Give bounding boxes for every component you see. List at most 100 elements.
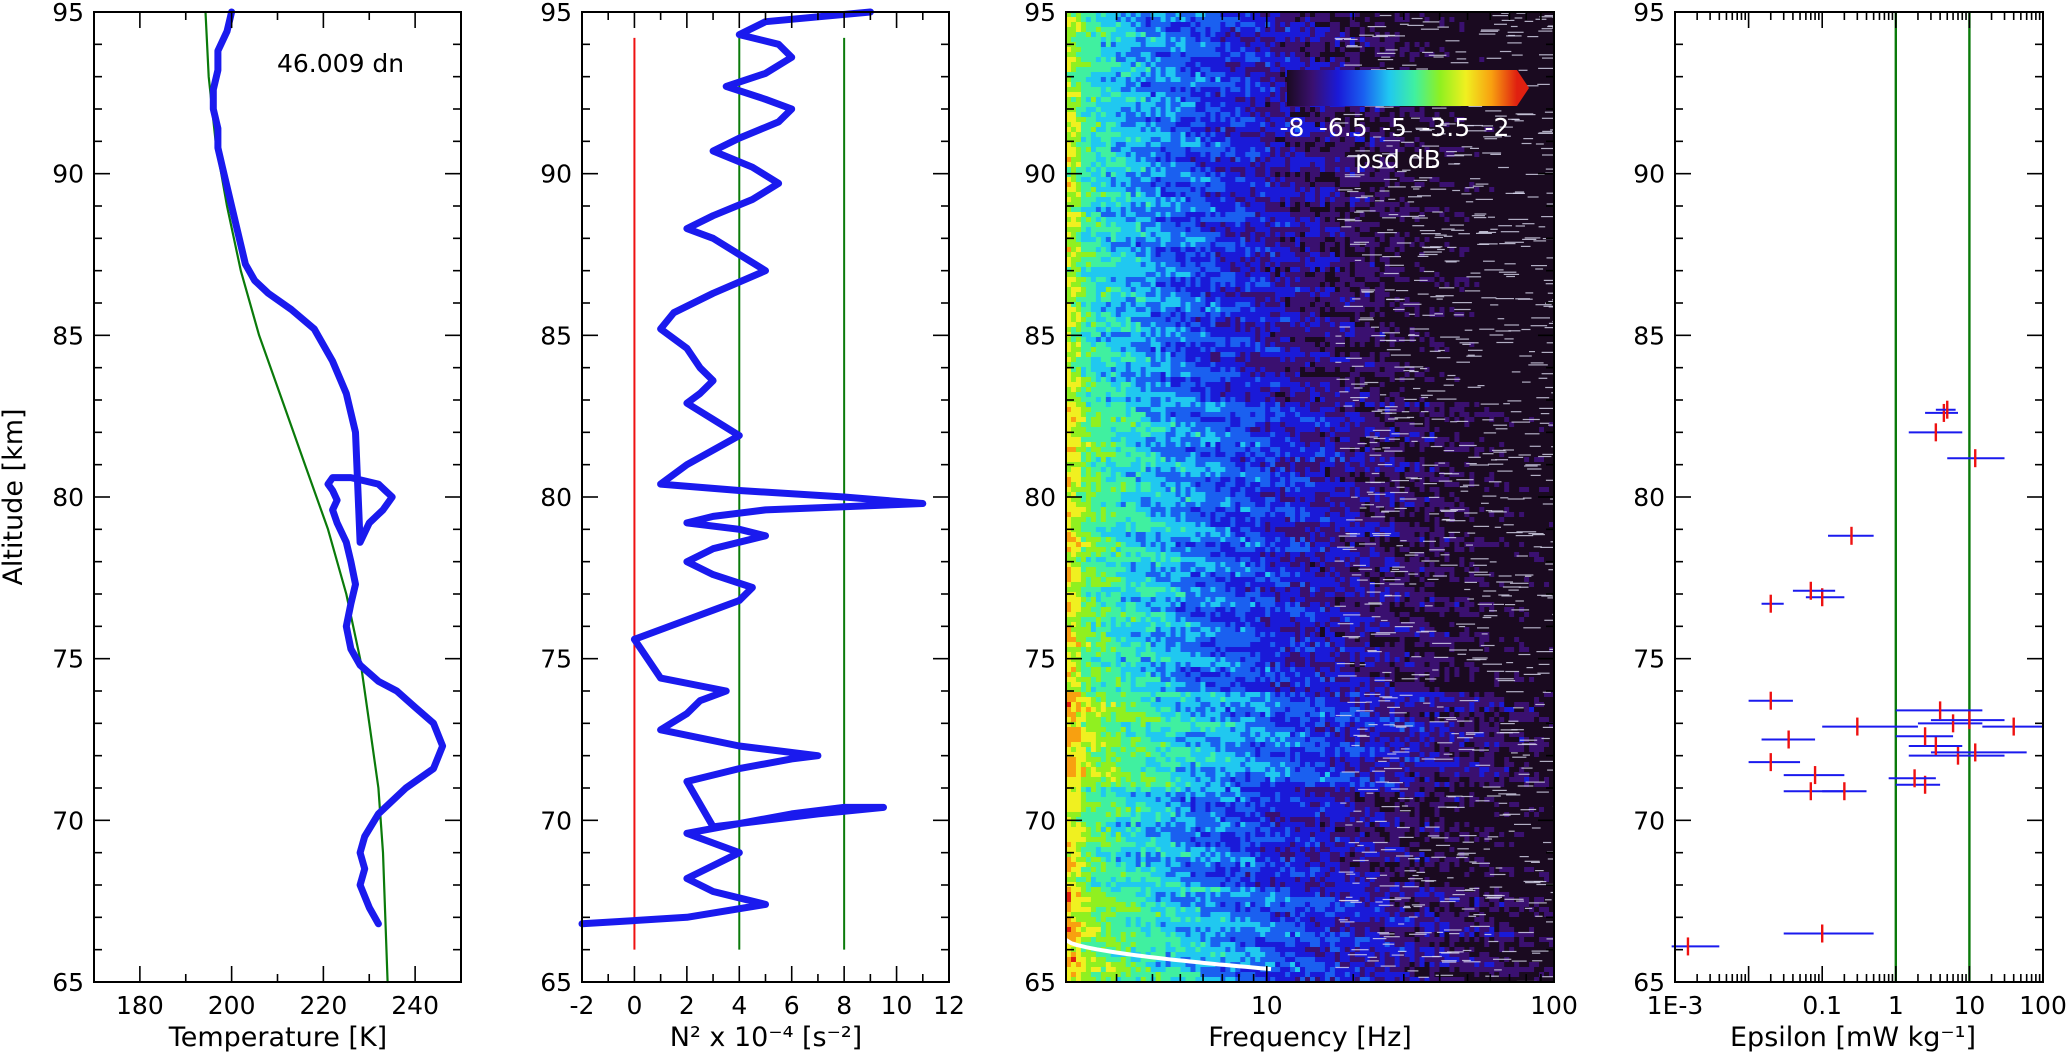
- spectrogram-cell: [1130, 167, 1137, 173]
- spectrogram-cell: [1449, 122, 1456, 128]
- spectrogram-cell: [1140, 157, 1147, 163]
- spectrogram-cell: [1100, 157, 1107, 163]
- spectrogram-cell: [1534, 187, 1540, 193]
- spectrogram-cell: [1424, 62, 1431, 68]
- spectrogram-cell: [1185, 212, 1192, 218]
- spectrogram-cell: [1489, 67, 1495, 73]
- spectrogram-cell: [1100, 82, 1107, 88]
- spectrogram-cell: [1165, 52, 1172, 58]
- spectrogram-cell: [1066, 97, 1072, 103]
- spectrogram-cell: [1225, 217, 1231, 223]
- spectrogram-cell: [1165, 37, 1172, 43]
- spectrogram-cell: [1160, 177, 1167, 183]
- spectrogram-cell: [1155, 97, 1162, 103]
- spectrogram-cell: [1454, 37, 1460, 43]
- spectrogram-cell: [1414, 142, 1421, 148]
- spectrogram-cell: [1110, 77, 1117, 83]
- spectrogram-cell: [1404, 192, 1411, 198]
- spectrogram-cell: [1339, 32, 1346, 38]
- spectrogram-cell: [1105, 152, 1112, 158]
- spectrogram-cell: [1215, 102, 1221, 108]
- spectrogram-cell: [1449, 42, 1456, 48]
- spectrogram-cell: [1075, 77, 1082, 83]
- spectrogram-cell: [1519, 187, 1525, 193]
- spectrogram-cell: [1544, 22, 1550, 28]
- spectrogram-cell: [1429, 157, 1436, 163]
- spectrogram-cell: [1374, 227, 1381, 233]
- spectrogram-cell: [1205, 137, 1212, 143]
- spectrogram-cell: [1324, 172, 1331, 178]
- spectrogram-cell: [1190, 202, 1197, 208]
- spectrogram-cell: [1539, 122, 1545, 128]
- spectrogram-cell: [1439, 207, 1446, 213]
- spectrogram-cell: [1130, 242, 1137, 248]
- spectrogram-cell: [1534, 222, 1540, 228]
- spectrogram-cell: [1349, 207, 1356, 213]
- spectrogram-cell: [1434, 12, 1441, 18]
- spectrogram-cell: [1399, 192, 1406, 198]
- spectrogram-cell: [1314, 152, 1321, 158]
- spectrogram-cell: [1344, 202, 1351, 208]
- spectrogram-cell: [1110, 32, 1117, 38]
- spectrogram-cell: [1150, 77, 1157, 83]
- spectrogram-cell: [1130, 137, 1137, 143]
- spectrogram-cell: [1404, 37, 1411, 43]
- spectrogram-cell: [1524, 22, 1530, 28]
- spectrogram-cell: [1160, 62, 1167, 68]
- spectrogram-cell: [1394, 222, 1401, 228]
- spectrogram-cell: [1280, 212, 1286, 218]
- spectrogram-cell: [1399, 152, 1406, 158]
- spectrogram-cell: [1250, 32, 1256, 38]
- spectrogram-cell: [1200, 97, 1207, 103]
- spectrogram-cell: [1275, 162, 1281, 168]
- spectrogram-cell: [1125, 142, 1132, 148]
- spectrogram-cell: [1155, 182, 1162, 188]
- spectrogram-cell: [1354, 247, 1361, 253]
- spectrogram-cell: [1135, 72, 1142, 78]
- spectrogram-cell: [1210, 222, 1216, 228]
- spectrogram-cell: [1150, 242, 1157, 248]
- spectrogram-cell: [1305, 47, 1311, 53]
- spectrogram-cell: [1359, 197, 1366, 203]
- spectrogram-cell: [1175, 12, 1182, 18]
- spectrogram-cell: [1329, 232, 1336, 238]
- spectrogram-cell: [1160, 77, 1167, 83]
- spectrogram-cell: [1185, 12, 1192, 18]
- spectrogram-cell: [1235, 187, 1241, 193]
- spectrogram-cell: [1165, 67, 1172, 73]
- spectrogram-cell: [1265, 112, 1271, 118]
- spectrogram-cell: [1235, 147, 1241, 153]
- spectrogram-cell: [1414, 47, 1421, 53]
- spectrogram-cell: [1275, 217, 1281, 223]
- spectrogram-cell: [1165, 197, 1172, 203]
- spectrogram-cell: [1454, 232, 1460, 238]
- spectrogram-cell: [1275, 117, 1281, 123]
- spectrogram-cell: [1489, 232, 1495, 238]
- spectrogram-cell: [1489, 17, 1495, 23]
- spectrogram-cell: [1130, 122, 1137, 128]
- spectrogram-cell: [1514, 37, 1520, 43]
- spectrogram-cell: [1220, 132, 1226, 138]
- spectrogram-image: [1066, 12, 1554, 982]
- spectrogram-cell: [1514, 127, 1520, 133]
- spectrogram-cell: [1324, 207, 1331, 213]
- spectrogram-cell: [1344, 132, 1351, 138]
- spectrogram-cell: [1255, 152, 1261, 158]
- spectrogram-cell: [1489, 222, 1495, 228]
- spectrogram-cell: [1329, 47, 1336, 53]
- spectrogram-cell: [1349, 177, 1356, 183]
- spectrogram-cell: [1235, 202, 1241, 208]
- spectrogram-cell: [1479, 32, 1485, 38]
- spectrogram-cell: [1389, 162, 1396, 168]
- spectrogram-cell: [1419, 37, 1426, 43]
- spectrogram-cell: [1369, 142, 1376, 148]
- spectrogram-cell: [1439, 57, 1446, 63]
- spectrogram-cell: [1429, 57, 1436, 63]
- spectrogram-cell: [1285, 217, 1291, 223]
- spectrogram-cell: [1344, 177, 1351, 183]
- spectrogram-cell: [1155, 142, 1162, 148]
- spectrogram-cell: [1544, 67, 1550, 73]
- spectrogram-cell: [1409, 122, 1416, 128]
- spectrogram-cell: [1464, 192, 1470, 198]
